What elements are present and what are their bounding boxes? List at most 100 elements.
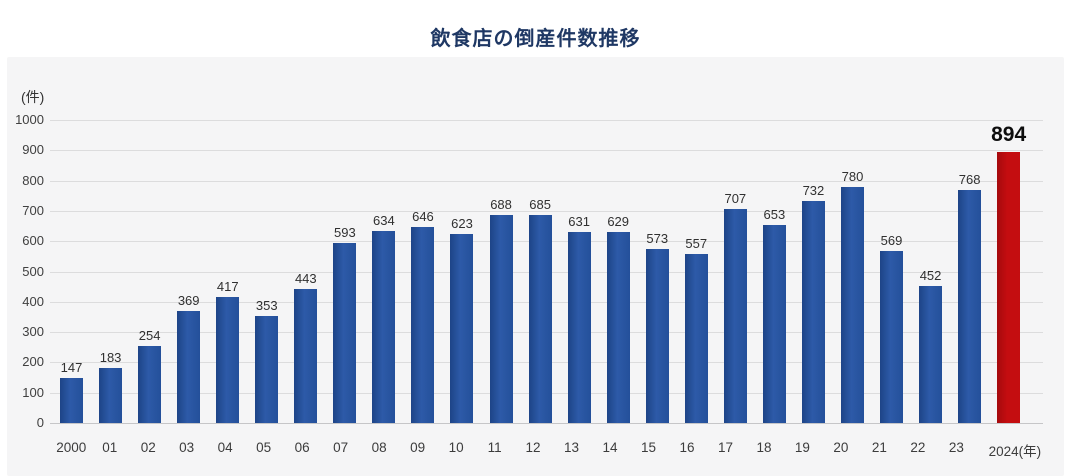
- bar-14: [606, 232, 630, 423]
- bar-slot-07: 593: [325, 120, 364, 423]
- bar-23: [958, 190, 982, 423]
- bar-value-label-15: 573: [646, 231, 669, 247]
- x-tick-label-15: 15: [629, 440, 667, 460]
- bar-slot-19: 732: [794, 120, 833, 423]
- y-tick-label-600: 600: [22, 233, 44, 249]
- bar-05: [255, 316, 279, 423]
- bar-2000: [60, 378, 84, 423]
- x-tick-label-08: 08: [360, 440, 398, 460]
- bar-value-label-17: 707: [724, 190, 747, 206]
- x-tick-label-03: 03: [167, 440, 205, 460]
- gridline-800: [50, 180, 1043, 182]
- bar-slot-23: 768: [950, 120, 989, 423]
- bar-slot-08: 634: [364, 120, 403, 423]
- bar-value-label-20: 780: [841, 168, 864, 184]
- y-tick-label-1000: 1000: [15, 112, 44, 127]
- bar-slot-03: 369: [169, 120, 208, 423]
- bar-09: [411, 227, 435, 423]
- x-tick-text: 22: [910, 440, 926, 455]
- x-tick-label-11: 11: [475, 440, 513, 460]
- x-tick-label-18: 18: [745, 440, 783, 460]
- bar-15: [645, 249, 669, 423]
- y-tick-label-200: 200: [22, 354, 44, 370]
- x-axis-unit-label: (年): [1018, 444, 1042, 459]
- bar-07: [333, 243, 357, 423]
- x-tick-label-14: 14: [591, 440, 629, 460]
- bar-slot-18: 653: [755, 120, 794, 423]
- x-tick-text: 06: [294, 440, 310, 455]
- bar-value-label-19: 732: [802, 183, 825, 199]
- bar-value-label-11: 688: [490, 196, 512, 212]
- bar-slot-2000: 147: [52, 120, 91, 423]
- x-tick-label-21: 21: [860, 440, 898, 460]
- bar-slot-21: 569: [872, 120, 911, 423]
- bar-value-label-12: 685: [529, 197, 551, 213]
- gridline-900: [50, 150, 1043, 152]
- bar-02: [138, 346, 162, 423]
- bar-slot-01: 183: [91, 120, 130, 423]
- bar-01: [99, 367, 123, 423]
- y-tick-label-900: 900: [22, 142, 44, 158]
- bar-22: [919, 286, 943, 423]
- x-tick-label-16: 16: [668, 440, 706, 460]
- bar-value-label-2024: 894: [991, 123, 1027, 147]
- bar-value-label-18: 653: [763, 207, 786, 223]
- bar-slot-11: 688: [482, 120, 521, 423]
- bar-19: [801, 201, 825, 423]
- bar-value-label-16: 557: [685, 236, 708, 252]
- bar-slot-14: 629: [599, 120, 638, 423]
- bar-value-label-04: 417: [216, 278, 239, 294]
- bar-value-label-13: 631: [568, 213, 590, 229]
- x-tick-text: 18: [756, 440, 772, 455]
- x-tick-text: 16: [679, 440, 695, 455]
- bar-slot-17: 707: [716, 120, 755, 423]
- bar-20: [840, 186, 864, 423]
- x-tick-text: 09: [410, 440, 426, 455]
- x-tick-text: 08: [371, 440, 387, 455]
- bar-slot-04: 417: [208, 120, 247, 423]
- bar-slot-22: 452: [911, 120, 950, 423]
- bar-value-label-07: 593: [334, 225, 356, 241]
- bar-16: [684, 254, 708, 423]
- y-tick-label-100: 100: [22, 384, 44, 400]
- bar-value-label-09: 646: [412, 209, 434, 225]
- y-tick-label-800: 800: [22, 172, 44, 188]
- x-tick-text: 04: [217, 440, 233, 455]
- gridline-700: [50, 210, 1043, 212]
- bar-value-label-06: 443: [294, 270, 317, 286]
- x-tick-text: 05: [256, 440, 272, 455]
- x-tick-label-22: 22: [899, 440, 937, 460]
- y-tick-label-0: 0: [36, 415, 44, 430]
- bar-slot-06: 443: [286, 120, 325, 423]
- x-tick-label-09: 09: [398, 440, 436, 460]
- x-tick-text: 13: [564, 440, 580, 455]
- bar-value-label-2000: 147: [60, 360, 83, 376]
- x-tick-label-05: 05: [244, 440, 282, 460]
- x-tick-label-06: 06: [283, 440, 321, 460]
- plot-area: 0 100 200 300 400 500 600 700 800 900 1000 147 183 2…: [7, 112, 1064, 430]
- bar-slot-12: 685: [521, 120, 560, 423]
- bar-06: [294, 288, 318, 423]
- y-axis-unit-label: (件): [21, 89, 45, 105]
- bar-slot-05: 353: [247, 120, 286, 423]
- x-tick-label-2024: 2024(年): [989, 440, 1042, 460]
- bar-10: [450, 234, 474, 423]
- bar-17: [723, 208, 747, 423]
- bar-03: [177, 311, 201, 423]
- bar-slot-10: 623: [442, 120, 481, 423]
- bar-slot-13: 631: [560, 120, 599, 423]
- bar-slot-16: 557: [677, 120, 716, 423]
- bar-series: 147 183 254 369 417 353 443 593 634 646 623 688 685 6…: [52, 120, 1028, 423]
- gridline-1000: [50, 120, 1043, 121]
- x-tick-label-10: 10: [437, 440, 475, 460]
- x-tick-label-17: 17: [706, 440, 744, 460]
- x-tick-text: 2024: [988, 444, 1019, 459]
- bar-08: [372, 230, 396, 423]
- bar-04: [216, 296, 240, 423]
- bar-value-label-23: 768: [958, 172, 981, 188]
- x-tick-label-04: 04: [206, 440, 244, 460]
- x-tick-text: 02: [140, 440, 156, 455]
- x-tick-label-2000: 2000: [52, 440, 90, 460]
- bar-value-label-14: 629: [607, 214, 630, 230]
